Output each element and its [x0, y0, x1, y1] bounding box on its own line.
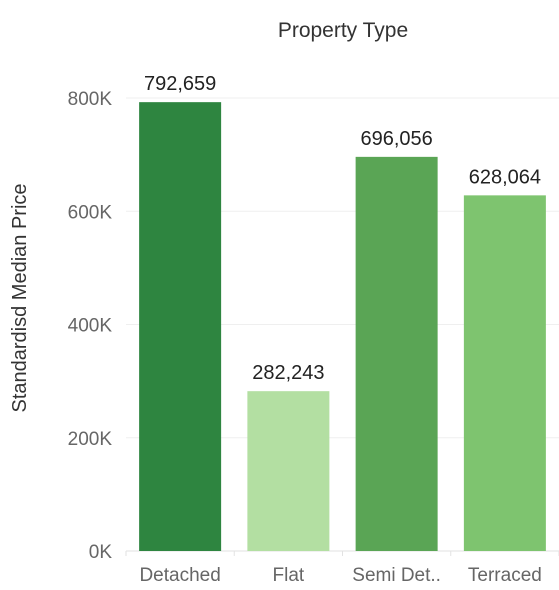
- bar: [355, 156, 438, 552]
- x-tick-label: Terraced: [468, 565, 542, 586]
- data-label: 282,243: [252, 362, 324, 384]
- data-labels: 792,659 282,243 696,056 628,064: [144, 73, 541, 384]
- y-tick-label: 600K: [68, 202, 113, 223]
- data-label: 628,064: [469, 166, 541, 188]
- y-tick-label: 800K: [68, 89, 113, 110]
- y-axis-ticks: 0K 200K 400K 600K 800K: [68, 89, 113, 563]
- data-label: 792,659: [144, 73, 216, 95]
- x-tick-label: Flat: [273, 565, 305, 586]
- bars: [139, 102, 546, 552]
- y-tick-label: 0K: [89, 542, 113, 563]
- y-tick-label: 200K: [68, 429, 113, 450]
- y-tick-label: 400K: [68, 316, 113, 337]
- bar: [463, 195, 546, 551]
- y-axis-label: Standardisd Median Price: [9, 183, 31, 412]
- bar: [247, 391, 330, 551]
- data-label: 696,056: [360, 128, 432, 150]
- chart-title: Property Type: [278, 19, 408, 42]
- x-tick-label: Detached: [139, 565, 220, 586]
- x-tick-label: Semi Det..: [352, 565, 441, 586]
- bar: [139, 102, 222, 552]
- category-labels: Detached Flat Semi Det.. Terraced: [139, 565, 541, 586]
